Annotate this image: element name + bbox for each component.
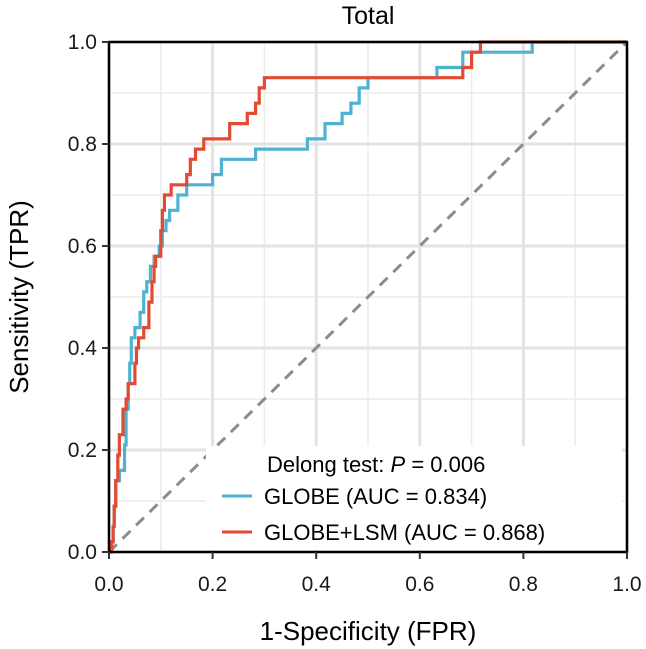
x-tick-label: 1.0	[612, 573, 641, 596]
x-tick-label: 0.8	[509, 573, 538, 596]
y-axis-ticks: 0.0 0.2 0.4 0.6 0.8 1.0	[68, 31, 109, 564]
legend-header-prefix: Delong test:	[267, 452, 391, 477]
reference-line-layer	[107, 40, 629, 554]
y-tick-label: 0.2	[68, 439, 97, 462]
legend-background	[206, 446, 622, 550]
y-axis-title: Sensitivity (TPR)	[4, 200, 34, 394]
reference-diagonal-line	[107, 40, 629, 554]
legend-header-p: P	[391, 452, 406, 477]
series-layer	[109, 40, 627, 554]
y-tick-label: 0.0	[68, 541, 97, 564]
x-axis-ticks: 0.0 0.2 0.4 0.6 0.8 1.0	[94, 552, 642, 596]
legend-label-globe: GLOBE (AUC = 0.834)	[264, 484, 487, 509]
chart-title: Total	[342, 2, 395, 30]
legend-label-globe-lsm: GLOBE+LSM (AUC = 0.868)	[264, 520, 545, 545]
legend: Delong test: P = 0.006 GLOBE (AUC = 0.83…	[206, 446, 622, 550]
y-tick-label: 1.0	[68, 31, 97, 54]
legend-header: Delong test: P = 0.006	[267, 452, 485, 477]
x-tick-label: 0.4	[302, 573, 332, 596]
x-tick-label: 0.0	[94, 573, 123, 596]
y-tick-label: 0.6	[68, 235, 97, 258]
x-axis-title: 1-Specificity (FPR)	[260, 616, 477, 646]
legend-header-suffix: = 0.006	[405, 452, 485, 477]
roc-curve-globe-lsm	[109, 40, 627, 554]
x-tick-label: 0.6	[405, 573, 434, 596]
plot-border	[107, 40, 629, 554]
x-tick-label: 0.2	[198, 573, 227, 596]
y-tick-label: 0.4	[68, 337, 98, 360]
y-tick-label: 0.8	[68, 133, 97, 156]
